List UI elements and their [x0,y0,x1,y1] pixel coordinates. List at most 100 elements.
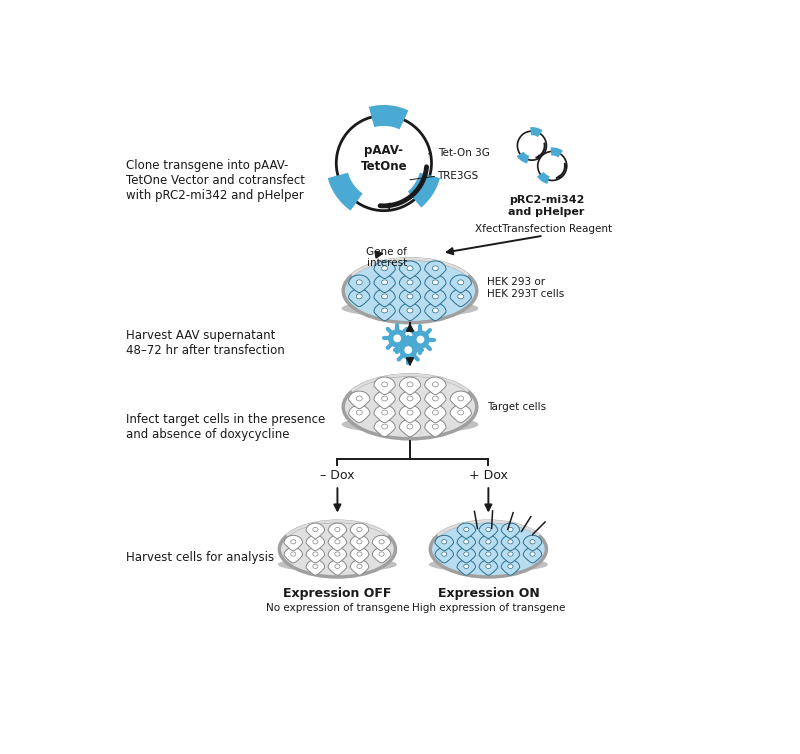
Text: XfectTransfection Reagent: XfectTransfection Reagent [475,224,612,234]
Polygon shape [349,289,370,307]
Polygon shape [457,547,476,563]
Polygon shape [349,391,370,409]
Ellipse shape [407,396,413,401]
Ellipse shape [382,382,388,387]
Ellipse shape [464,527,469,532]
Polygon shape [435,535,454,550]
Polygon shape [350,523,369,538]
Polygon shape [501,560,520,575]
Ellipse shape [379,540,384,544]
Polygon shape [328,535,346,550]
Ellipse shape [357,527,362,532]
Ellipse shape [382,266,388,271]
Polygon shape [399,275,421,293]
Polygon shape [374,391,395,409]
Circle shape [404,346,412,354]
Ellipse shape [382,294,388,299]
Ellipse shape [279,521,395,577]
Polygon shape [457,535,476,550]
Polygon shape [284,547,302,563]
Ellipse shape [343,259,477,323]
Polygon shape [374,419,395,437]
Circle shape [336,115,431,210]
Ellipse shape [430,521,546,577]
Circle shape [394,335,401,342]
Text: – Dox: – Dox [320,469,354,482]
Polygon shape [450,289,471,307]
Ellipse shape [335,552,340,556]
Polygon shape [523,547,542,563]
Ellipse shape [356,294,362,299]
Circle shape [411,330,430,349]
Polygon shape [306,560,325,575]
Polygon shape [457,523,476,538]
Polygon shape [457,560,476,575]
Polygon shape [374,377,395,394]
Ellipse shape [432,294,438,299]
Ellipse shape [382,280,388,285]
Text: Tet-On 3G: Tet-On 3G [438,148,490,158]
Ellipse shape [278,556,397,572]
Text: Infect target cells in the presence
and absence of doxycycline: Infect target cells in the presence and … [126,413,325,441]
Ellipse shape [313,527,318,532]
Ellipse shape [508,527,513,532]
Ellipse shape [342,415,478,434]
Ellipse shape [442,540,447,544]
Circle shape [538,152,566,180]
Polygon shape [306,535,325,550]
Ellipse shape [290,540,296,544]
Polygon shape [399,419,421,437]
Polygon shape [399,289,421,307]
Polygon shape [399,261,421,278]
Ellipse shape [464,540,469,544]
Polygon shape [479,547,498,563]
Polygon shape [425,303,446,320]
Ellipse shape [343,375,477,439]
Ellipse shape [356,280,362,285]
Ellipse shape [442,552,447,556]
Polygon shape [408,173,440,207]
Ellipse shape [432,382,438,387]
Ellipse shape [335,527,340,532]
Ellipse shape [486,527,491,532]
Text: Gene of
interest: Gene of interest [366,247,407,268]
Ellipse shape [356,396,362,401]
Ellipse shape [464,564,469,569]
Ellipse shape [382,396,388,401]
Ellipse shape [458,410,464,415]
Polygon shape [374,261,395,278]
Ellipse shape [429,556,548,572]
Ellipse shape [432,308,438,313]
Polygon shape [550,147,563,158]
Polygon shape [328,173,362,210]
Polygon shape [425,275,446,293]
Ellipse shape [407,280,413,285]
Ellipse shape [357,540,362,544]
Polygon shape [349,405,370,423]
Circle shape [417,336,424,344]
Polygon shape [374,303,395,320]
Ellipse shape [432,280,438,285]
Ellipse shape [530,540,535,544]
Ellipse shape [486,564,491,569]
Polygon shape [425,289,446,307]
Ellipse shape [407,294,413,299]
Circle shape [399,341,418,360]
Ellipse shape [432,266,438,271]
Polygon shape [306,547,325,563]
Ellipse shape [407,410,413,415]
Polygon shape [523,535,542,550]
Ellipse shape [313,564,318,569]
Text: Harvest cells for analysis: Harvest cells for analysis [126,551,274,564]
Polygon shape [350,535,369,550]
Polygon shape [501,523,520,538]
Ellipse shape [464,552,469,556]
Text: Expression ON: Expression ON [438,587,539,600]
Polygon shape [450,391,471,409]
Ellipse shape [432,410,438,415]
Polygon shape [328,523,346,538]
Polygon shape [425,391,446,409]
Polygon shape [284,535,302,550]
Text: HEK 293 or
HEK 293T cells: HEK 293 or HEK 293T cells [487,277,565,299]
Ellipse shape [458,280,464,285]
